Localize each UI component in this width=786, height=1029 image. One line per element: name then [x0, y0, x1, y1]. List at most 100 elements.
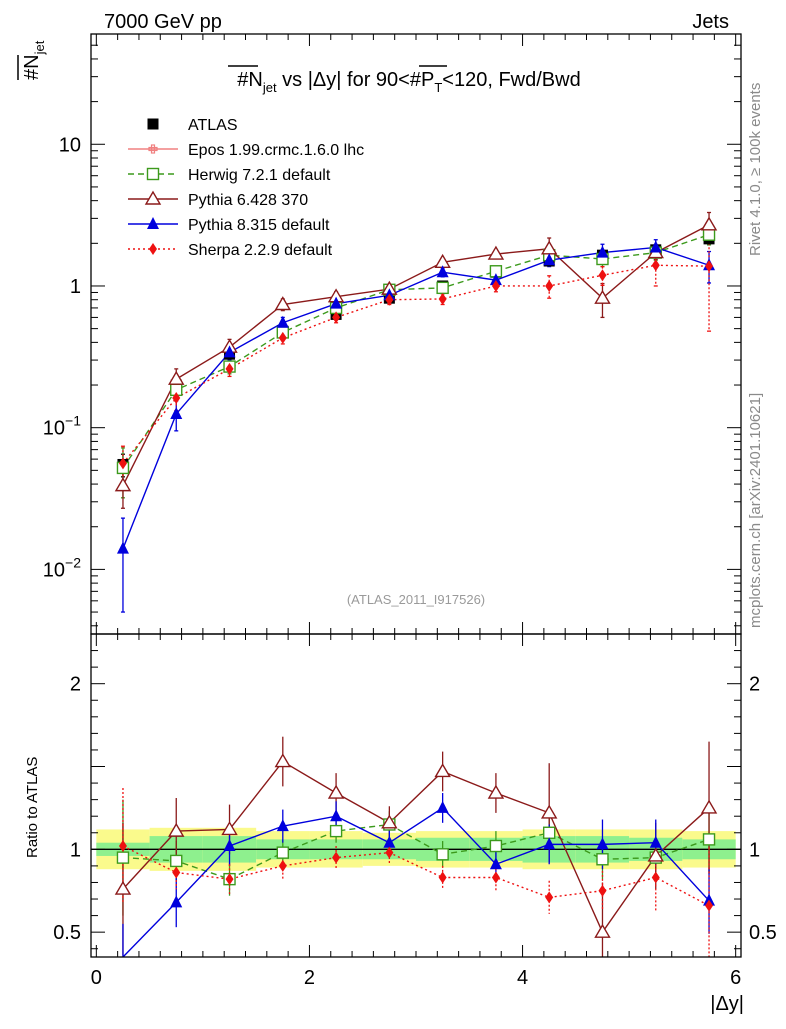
ratio-point-pythia6 [434, 763, 451, 778]
ratio-point-pythia8 [489, 857, 502, 870]
ratio-point-pythia8 [649, 835, 662, 848]
title-part3: <120, Fwd/Bwd [442, 69, 580, 91]
series-line-pythia6 [122, 224, 710, 486]
ratio-point-sherpa [385, 846, 394, 859]
y-tick-label-main: 10 [59, 134, 81, 156]
x-tick-label: 4 [517, 967, 528, 989]
legend-marker-atlas [147, 118, 159, 130]
title-part2: vs |Δy| for 90<#P [277, 69, 435, 91]
ratio-point-sherpa [278, 859, 287, 872]
ratio-point-pythia6 [594, 923, 611, 938]
y-tick-label-exponent: −1 [65, 413, 81, 429]
ratio-point-pythia6 [381, 814, 398, 829]
ratio-point-sherpa [332, 851, 341, 864]
legend-marker-herwig [146, 167, 160, 181]
data-point-sherpa [545, 279, 554, 292]
ratio-point-pythia8 [543, 837, 556, 850]
series-line-pythia8 [122, 246, 710, 549]
legend-label-herwig: Herwig 7.2.1 default [188, 167, 331, 184]
legend-entry-sherpa: Sherpa 2.2.9 default [128, 242, 333, 259]
y-tick-label-ratio-right: 2 [749, 674, 760, 696]
data-point-pythia6 [114, 477, 132, 492]
ratio-point-herwig [489, 839, 503, 853]
ratio-y-label: Ratio to ATLAS [24, 757, 41, 858]
ratio-plot-frame [90, 633, 742, 958]
ratio-point-sherpa [705, 899, 714, 912]
legend-entry-pythia8: Pythia 8.315 default [128, 217, 330, 234]
data-point-sherpa [385, 293, 394, 306]
y-tick-label-ratio-right: 0.5 [749, 922, 777, 944]
plot-title: #Njet vs |Δy| for 90<#PT<120, Fwd/Bwd [237, 69, 580, 95]
ratio-point-sherpa [598, 884, 607, 897]
ratio-point-sherpa [225, 873, 234, 886]
ratio-point-pythia6 [168, 822, 185, 837]
main-y-label-main: #N [21, 54, 43, 80]
ratio-point-herwig [436, 848, 449, 861]
ratio-point-pythia6 [487, 784, 505, 799]
ratio-point-pythia6 [540, 804, 558, 819]
legend-entry-herwig: Herwig 7.2.1 default [128, 167, 331, 184]
data-point-sherpa [225, 362, 234, 375]
ratio-line-pythia8 [122, 807, 710, 958]
legend-marker-epos-v [150, 144, 156, 154]
side-label-bottom: mcplots.cern.ch [arXiv:2401.10621] [747, 393, 764, 628]
legend-marker-epos [148, 144, 158, 154]
data-point-sherpa [332, 311, 341, 324]
data-point-pythia6 [168, 370, 185, 385]
ratio-point-pythia6 [647, 847, 664, 862]
y-tick-label-ratio-right: 1 [749, 839, 760, 861]
legend-label-epos: Epos 1.99.crmc.1.6.0 lhc [188, 142, 364, 159]
ratio-point-herwig [542, 826, 556, 839]
y-tick-label-ratio: 2 [70, 674, 81, 696]
ratio-point-sherpa [491, 871, 500, 884]
ratio-point-pythia8 [170, 895, 183, 908]
data-point-sherpa [118, 457, 127, 470]
legend-marker-pythia6 [144, 190, 162, 205]
data-point-pythia8 [223, 345, 236, 358]
data-point-pythia8 [330, 296, 343, 309]
data-point-pythia8 [596, 245, 609, 258]
data-point-pythia8 [170, 406, 183, 419]
data-point-sherpa [438, 292, 447, 305]
ratio-point-pythia8 [436, 800, 449, 813]
data-point-pythia6 [700, 216, 718, 231]
title-part2-sub: T [434, 80, 442, 95]
data-point-sherpa [651, 259, 660, 272]
ratio-point-sherpa [118, 840, 127, 853]
legend-label-sherpa: Sherpa 2.2.9 default [188, 242, 333, 259]
x-tick-label: 2 [304, 967, 315, 989]
ratio-point-herwig [116, 851, 130, 864]
data-point-pythia8 [649, 240, 662, 253]
data-point-pythia8 [489, 273, 502, 286]
legend-entry-epos: Epos 1.99.crmc.1.6.0 lhc [128, 142, 364, 159]
legend-entry-atlas: ATLAS [147, 117, 238, 134]
data-point-sherpa [278, 331, 287, 344]
legend-marker-pythia8 [147, 217, 159, 229]
y-tick-label-exponent: −2 [65, 554, 81, 570]
main-y-label: #Njet [21, 40, 47, 80]
ratio-point-herwig [329, 824, 343, 838]
y-tick-label-main: 1 [70, 276, 81, 298]
legend-entry-pythia6: Pythia 6.428 370 [128, 190, 308, 209]
y-tick-label-main: 10−2 [43, 554, 81, 581]
ratio-point-herwig [276, 846, 290, 859]
ratio-point-sherpa [172, 866, 181, 879]
data-point-sherpa [491, 279, 500, 292]
legend-marker-sherpa [149, 243, 157, 255]
ratio-point-pythia8 [383, 835, 396, 848]
ratio-point-sherpa [545, 891, 554, 904]
y-tick-label-ratio: 1 [70, 839, 81, 861]
main-y-label-sub: jet [32, 40, 47, 55]
ratio-point-herwig [596, 853, 609, 866]
watermark: (ATLAS_2011_I917526) [347, 592, 485, 607]
data-point-pythia8 [436, 265, 449, 278]
data-point-sherpa [598, 269, 607, 282]
series-line-herwig [122, 234, 710, 469]
ratio-point-sherpa [438, 871, 447, 884]
legend-label-pythia8: Pythia 8.315 default [188, 217, 330, 234]
y-tick-label-main: 10−1 [43, 413, 81, 440]
y-tick-label-base: 10 [59, 134, 81, 156]
series-line-sherpa [122, 264, 710, 464]
